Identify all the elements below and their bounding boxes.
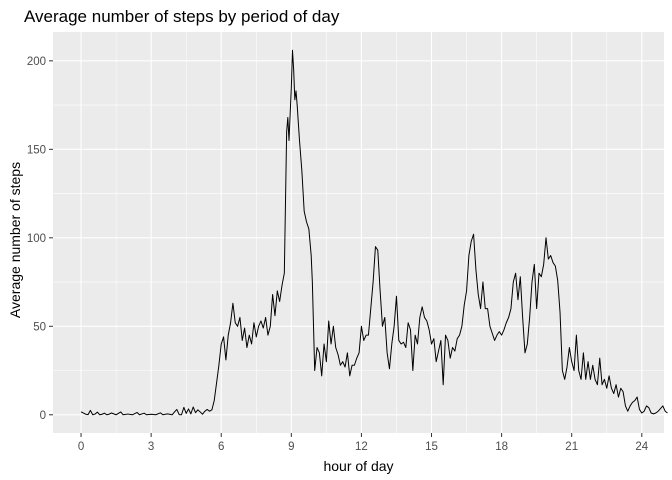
y-tick-label: 150 [27, 144, 46, 156]
x-tick-label: 6 [218, 441, 224, 453]
x-tick-label: 12 [355, 441, 368, 453]
x-axis-title: hour of day [323, 458, 393, 474]
x-tick-label: 0 [78, 441, 84, 453]
chart-title: Average number of steps by period of day [24, 7, 340, 26]
plot-panel [53, 32, 664, 433]
axis-ticks [49, 60, 643, 437]
x-tick-label: 9 [288, 441, 294, 453]
y-tick-label: 0 [40, 410, 46, 422]
y-tick-label: 200 [27, 56, 46, 68]
x-tick-label: 21 [565, 441, 578, 453]
y-tick-label: 50 [33, 321, 46, 333]
x-tick-label: 18 [495, 441, 508, 453]
x-tick-label: 15 [425, 441, 438, 453]
grid-lines [53, 32, 664, 433]
x-tick-label: 3 [148, 441, 154, 453]
axis-tick-labels: 0 3 6 9 12 15 18 21 24 0 50 100 150 200 [27, 56, 649, 453]
y-axis-title: Average number of steps [7, 162, 23, 318]
x-tick-label: 24 [635, 441, 648, 453]
series-line [80, 49, 668, 416]
y-tick-label: 100 [27, 233, 46, 245]
